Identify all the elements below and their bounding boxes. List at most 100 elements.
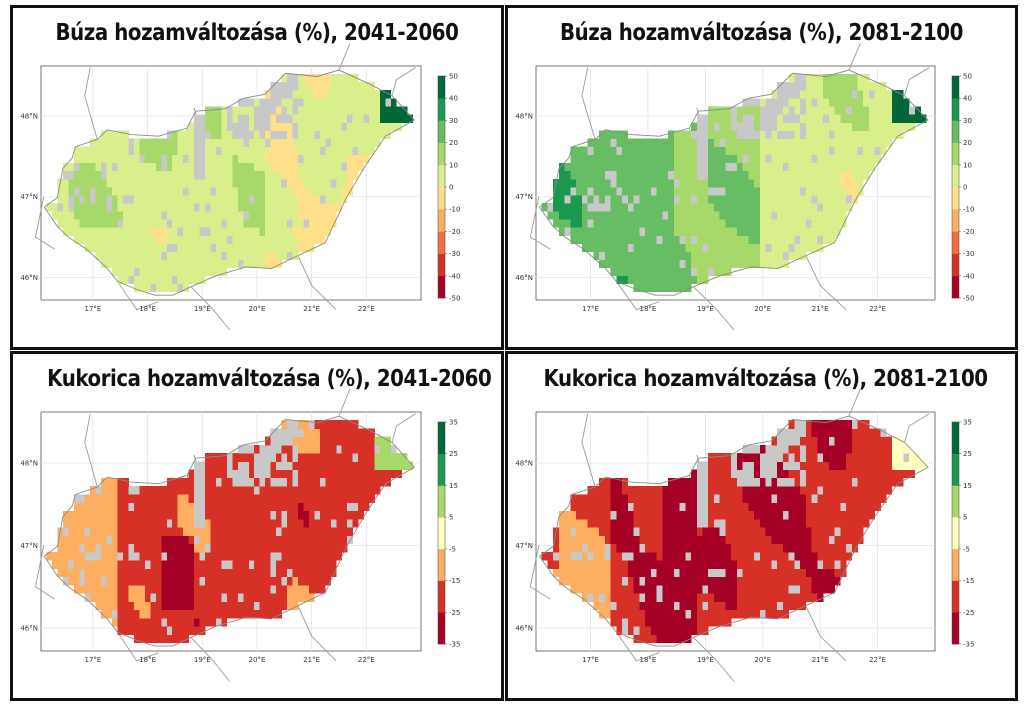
grid-cell (259, 146, 266, 156)
grid-cell (754, 601, 761, 611)
grid-cell (633, 187, 640, 196)
grid-cell (150, 187, 157, 196)
grid-cell (610, 527, 617, 536)
grid-cell (101, 568, 107, 578)
grid-cell (736, 106, 743, 115)
grid-cell (101, 510, 107, 520)
grid-cell (106, 235, 113, 244)
grid-cell (314, 90, 321, 99)
grid-cell (101, 494, 107, 503)
grid-cell (696, 535, 703, 545)
grid-cell (292, 444, 299, 454)
grid-cell (232, 154, 239, 164)
grid-cell (857, 114, 864, 123)
grid-cell (297, 243, 304, 252)
grid-cell (685, 227, 692, 236)
grid-cell (570, 227, 577, 236)
grid-cell (232, 187, 239, 196)
grid-cell (765, 552, 772, 561)
grid-cell (673, 585, 680, 594)
grid-cell (188, 235, 195, 244)
grid-cell (851, 114, 858, 123)
grid-cell (886, 138, 893, 147)
grid-cell (155, 170, 162, 180)
grid-cell (341, 469, 348, 479)
grid-cell (330, 74, 337, 83)
grid-cell (731, 593, 738, 602)
grid-cell (292, 251, 299, 260)
grid-cell (237, 527, 244, 536)
grid-cell (133, 235, 140, 244)
grid-cell (188, 130, 195, 139)
grid-cell (811, 428, 818, 438)
grid-cell (846, 154, 853, 164)
grid-cell (748, 552, 755, 561)
grid-cell (685, 259, 692, 269)
grid-cell (691, 162, 698, 172)
grid-cell (270, 243, 277, 252)
grid-cell (679, 283, 686, 293)
grid-cell (794, 162, 801, 172)
grid-cell (725, 187, 732, 196)
grid-cell (691, 243, 698, 252)
grid-cell (199, 227, 206, 236)
grid-cell (622, 267, 629, 277)
grid-cell (254, 469, 261, 479)
country-border (117, 281, 159, 311)
grid-cell (205, 170, 211, 180)
grid-cell (155, 510, 162, 520)
grid-cell (627, 576, 634, 586)
grid-cell (237, 170, 244, 180)
grid-cell (691, 178, 698, 188)
grid-cell (90, 138, 96, 147)
grid-cell (221, 494, 228, 503)
grid-cell (713, 178, 721, 188)
grid-cell (248, 138, 255, 147)
grid-cell (846, 428, 853, 438)
grid-cell (90, 527, 96, 536)
grid-cell (221, 527, 228, 536)
lon-tick-label: 20°E (249, 305, 266, 313)
grid-cell (748, 195, 755, 204)
grid-cell (303, 178, 310, 188)
grid-cell (891, 130, 898, 139)
grid-cell (237, 162, 244, 172)
grid-cell (662, 593, 669, 602)
grid-cell (336, 502, 343, 512)
lon-tick-label: 21°E (812, 656, 829, 664)
grid-cell (754, 106, 761, 115)
grid-cell (863, 170, 870, 180)
grid-cell (259, 259, 266, 269)
grid-cell (736, 211, 743, 220)
grid-cell (834, 461, 841, 470)
grid-cell (840, 560, 847, 569)
colorbar-tick-label: 25 (963, 450, 972, 458)
grid-cell (139, 634, 146, 644)
grid-cell (117, 195, 124, 204)
grid-cell (541, 552, 548, 561)
grid-cell (633, 510, 640, 520)
grid-cell (645, 235, 652, 244)
grid-cell (886, 477, 893, 487)
grid-cell (183, 138, 189, 147)
grid-cell (308, 211, 315, 220)
grid-cell (742, 601, 749, 611)
grid-cell (221, 138, 228, 147)
grid-cell (851, 527, 858, 536)
grid-cell (287, 593, 293, 602)
grid-cell (205, 461, 211, 470)
grid-cell (133, 626, 140, 635)
grid-cell (874, 90, 881, 99)
grid-cell (46, 203, 53, 212)
grid-cell (719, 235, 726, 244)
grid-cell (622, 486, 629, 495)
grid-cell (330, 436, 337, 446)
grid-cell (788, 601, 795, 611)
grid-cell (604, 609, 611, 619)
grid-cell (270, 219, 277, 228)
grid-cell (259, 527, 266, 536)
grid-cell (308, 187, 315, 196)
grid-cell (292, 203, 299, 212)
grid-cell (84, 510, 91, 520)
grid-cell (891, 106, 898, 115)
